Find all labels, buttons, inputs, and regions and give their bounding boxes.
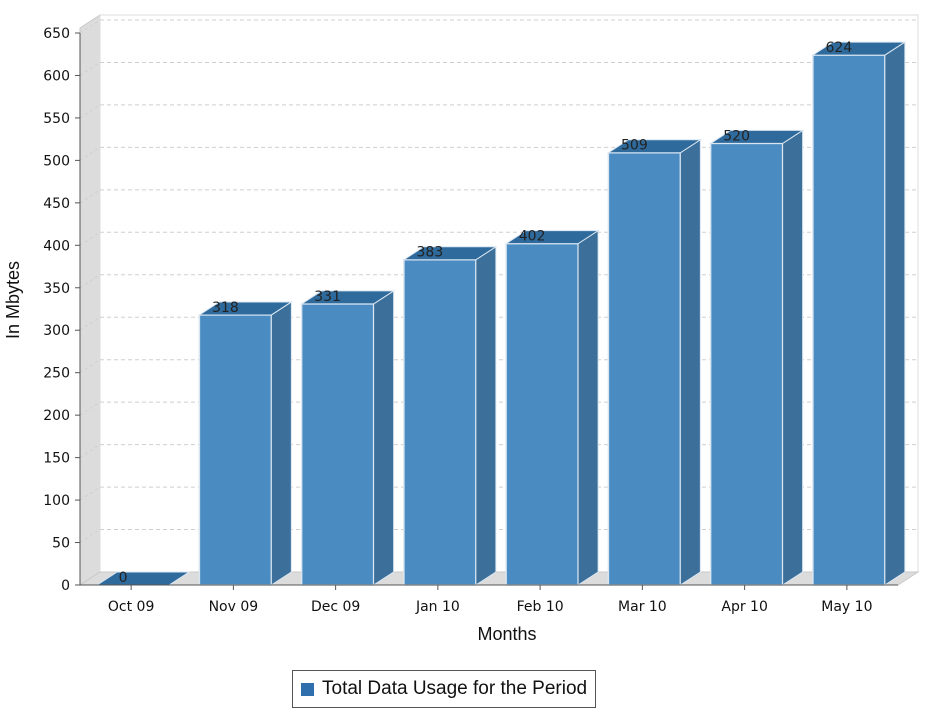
left-wall [79, 14, 101, 586]
y-tick-label: 100 [43, 493, 70, 509]
y-tick-label: 200 [43, 408, 70, 424]
x-tick-label: Oct 09 [108, 599, 154, 615]
data-label: 520 [723, 128, 750, 144]
gridline-side [79, 19, 101, 34]
y-tick-label: 600 [43, 68, 70, 84]
x-axis-title: Months [477, 624, 536, 644]
legend: Total Data Usage for the Period [292, 670, 597, 708]
bar-top [197, 301, 294, 316]
bar-front [403, 258, 477, 586]
bar: 509 [606, 138, 703, 586]
bar-side [679, 138, 701, 586]
bar-side [373, 289, 395, 586]
bar-top [606, 139, 703, 154]
legend-label: Total Data Usage for the Period [322, 678, 588, 699]
bar-side [475, 245, 497, 586]
bar-front [505, 242, 579, 586]
y-axis: 0 50 100 150 200 250 300 350 400 450 500 550 600 650 [43, 26, 81, 594]
gridline-side [79, 189, 101, 204]
bars: 0 318 331 383 402 509 520 624 [95, 40, 907, 586]
bar-side [884, 41, 906, 586]
bar-top [708, 129, 805, 144]
bar: 383 [402, 245, 498, 586]
bar: 331 [299, 289, 396, 586]
y-axis-title: In Mbytes [3, 261, 23, 339]
y-tick-label: 50 [52, 536, 70, 552]
bar: 318 [197, 300, 294, 586]
gridline-side [79, 274, 101, 289]
data-label: 383 [417, 245, 444, 261]
gridline-side [79, 231, 101, 246]
data-label: 0 [119, 570, 128, 586]
bar-top [504, 230, 600, 245]
gridline-side [79, 486, 101, 501]
gridline-side [79, 529, 101, 543]
data-label: 402 [519, 229, 546, 245]
x-tick-label: Feb 10 [517, 599, 564, 615]
bar-side [577, 229, 599, 586]
bar-top [299, 290, 396, 305]
data-label: 624 [826, 40, 853, 56]
y-tick-label: 0 [61, 578, 70, 594]
gridline-side [79, 62, 101, 76]
y-tick-label: 350 [43, 281, 70, 297]
data-label: 509 [621, 138, 648, 154]
x-tick-label: Apr 10 [721, 599, 767, 615]
bar-front [300, 303, 375, 586]
bar: 624 [811, 40, 907, 586]
gridline-side [79, 146, 101, 161]
data-label: 318 [212, 300, 239, 316]
y-tick-label: 150 [43, 451, 70, 467]
bar: 402 [504, 229, 600, 586]
bar-side [270, 301, 292, 586]
gridline-side [79, 444, 101, 459]
bar-front [198, 314, 273, 586]
data-label: 331 [314, 289, 341, 305]
y-tick-label: 300 [43, 323, 70, 339]
y-tick-label: 500 [43, 153, 70, 169]
x-axis: Oct 09 Nov 09 Dec 09 Jan 10 Feb 10 Mar 10 Apr … [80, 584, 898, 615]
bar-front [709, 142, 784, 586]
bar-front [812, 54, 886, 586]
y-tick-label: 250 [43, 366, 70, 382]
gridline-side [79, 104, 101, 119]
x-tick-label: Mar 10 [618, 599, 667, 615]
bar-side [782, 129, 804, 586]
gridline-side [79, 401, 101, 416]
x-tick-label: Dec 09 [311, 599, 360, 615]
y-tick-label: 400 [43, 238, 70, 254]
y-tick-label: 650 [43, 26, 70, 42]
bar-top [811, 41, 907, 56]
gridline-side [79, 316, 101, 331]
legend-swatch [301, 682, 314, 696]
x-tick-label: May 10 [821, 599, 872, 615]
bar-top [402, 246, 498, 261]
x-tick-label: Jan 10 [415, 599, 460, 615]
y-tick-label: 550 [43, 111, 70, 127]
gridline-side [79, 359, 101, 374]
bar: 520 [708, 128, 805, 586]
y-tick-label: 450 [43, 196, 70, 212]
bar-front [607, 151, 682, 586]
x-tick-label: Nov 09 [209, 599, 259, 615]
